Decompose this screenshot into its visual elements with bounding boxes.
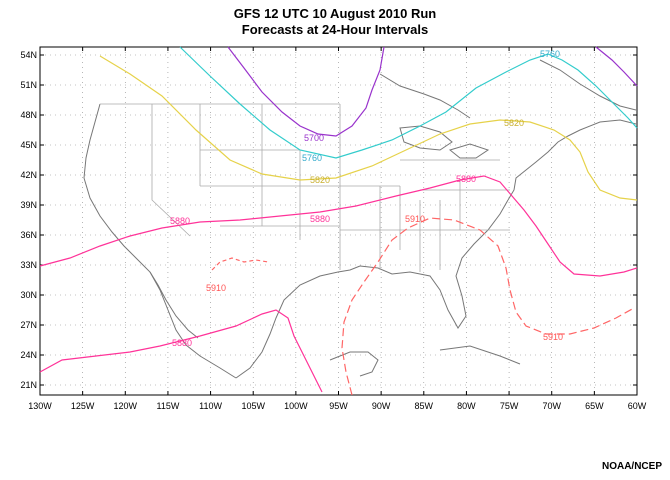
lat-label: 21N xyxy=(20,380,37,390)
lon-label: 70W xyxy=(542,401,561,411)
label-5910-a: 5910 xyxy=(405,214,425,224)
map-subtitle: Forecasts at 24-Hour Intervals xyxy=(241,22,429,37)
label-5910-c: 5910 xyxy=(543,332,563,342)
label-5880-b: 5880 xyxy=(310,214,330,224)
cuba xyxy=(439,345,521,365)
label-5820-a: 5820 xyxy=(310,175,330,185)
lon-label: 110W xyxy=(199,401,222,411)
lat-label: 24N xyxy=(20,350,37,360)
lat-label: 33N xyxy=(20,260,37,270)
lon-label: 120W xyxy=(114,401,138,411)
contour-5760 xyxy=(179,46,638,159)
label-5760-a: 5760 xyxy=(302,153,322,163)
gulf-coast xyxy=(359,199,509,329)
latitude-labels: 54N 51N 48N 45N 42N 39N 36N 33N 30N 27N 24N 21N xyxy=(20,50,37,390)
lon-label: 105W xyxy=(241,401,265,411)
lat-label: 54N xyxy=(20,50,37,60)
axis-ticks xyxy=(39,47,638,395)
great-lakes xyxy=(399,125,490,159)
lat-label: 42N xyxy=(20,170,37,180)
lon-label: 60W xyxy=(628,401,647,411)
lon-label: 125W xyxy=(71,401,95,411)
credit-label: NOAA/NCEP xyxy=(601,461,662,472)
state-borders xyxy=(100,103,510,272)
label-5910-b: 5910 xyxy=(206,283,226,293)
lat-label: 36N xyxy=(20,230,37,240)
label-5880-d: 5880 xyxy=(172,338,192,348)
lon-label: 75W xyxy=(500,401,519,411)
lat-label: 27N xyxy=(20,320,37,330)
lat-label: 45N xyxy=(20,140,37,150)
label-5760-b: 5760 xyxy=(540,49,560,59)
contour-5820 xyxy=(99,55,638,201)
lon-label: 100W xyxy=(284,401,308,411)
lat-label: 51N xyxy=(20,80,37,90)
yucatan xyxy=(329,351,379,377)
label-5700: 5700 xyxy=(304,133,324,143)
coastlines xyxy=(83,59,637,379)
lon-label: 85W xyxy=(415,401,434,411)
baja-peninsula xyxy=(149,271,199,339)
lon-label: 80W xyxy=(457,401,476,411)
lat-label: 30N xyxy=(20,290,37,300)
hudson-bay-coast xyxy=(379,73,471,119)
labrador-coast xyxy=(539,59,637,111)
contour-5880-south xyxy=(39,309,323,393)
graticule xyxy=(40,47,637,395)
contour-5910-west xyxy=(211,257,269,271)
east-coast xyxy=(507,119,637,201)
contour-5700 xyxy=(227,46,385,137)
label-5880-a: 5880 xyxy=(170,216,190,226)
label-5880-c: 5880 xyxy=(456,174,476,184)
lon-label: 95W xyxy=(329,401,348,411)
label-5820-b: 5820 xyxy=(504,118,524,128)
contour-5910 xyxy=(341,217,635,396)
lon-label: 90W xyxy=(372,401,391,411)
lon-label: 65W xyxy=(585,401,604,411)
west-coast xyxy=(83,103,237,379)
longitude-labels: 130W 125W 120W 115W 110W 105W 100W 95W 90W 85W 80W… xyxy=(28,401,647,411)
lon-label: 115W xyxy=(157,401,180,411)
contour-5700-ne xyxy=(595,46,638,87)
map-title: GFS 12 UTC 10 August 2010 Run xyxy=(233,6,437,21)
mexico-gulf-coast xyxy=(235,265,361,379)
lon-label: 130W xyxy=(28,401,52,411)
lat-label: 48N xyxy=(20,110,37,120)
height-contours xyxy=(39,46,638,396)
contour-5880 xyxy=(39,175,638,277)
lat-label: 39N xyxy=(20,200,37,210)
